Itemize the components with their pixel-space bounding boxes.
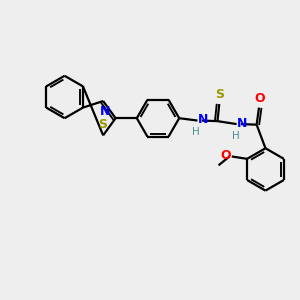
Text: S: S [215, 88, 224, 101]
Text: N: N [237, 117, 247, 130]
Text: S: S [98, 118, 107, 131]
Text: N: N [99, 105, 110, 118]
Text: H: H [192, 127, 200, 137]
Text: O: O [254, 92, 265, 105]
Text: H: H [232, 130, 239, 141]
Text: O: O [220, 149, 231, 162]
Text: N: N [198, 113, 208, 127]
